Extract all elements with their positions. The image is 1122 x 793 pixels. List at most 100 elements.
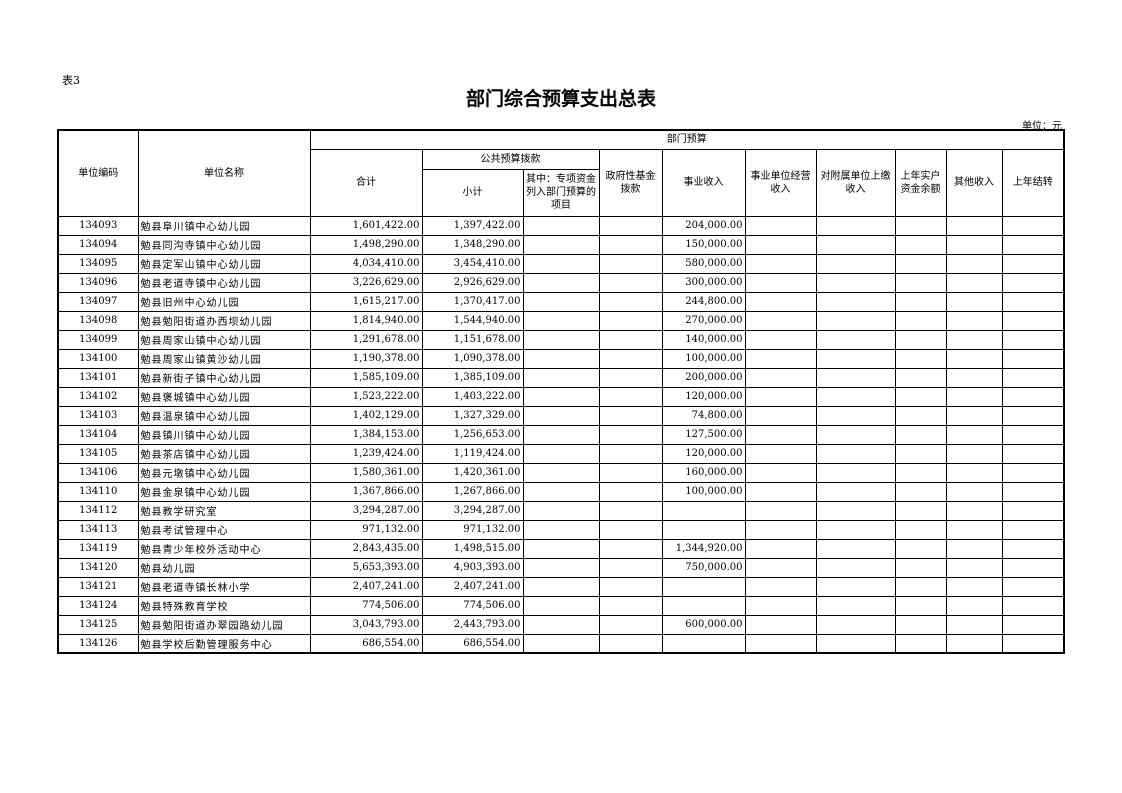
cell-empty bbox=[945, 386, 1003, 407]
cell-subtotal: 971,132.00 bbox=[421, 519, 524, 540]
cell-empty bbox=[894, 595, 947, 616]
cell-empty bbox=[598, 215, 663, 236]
cell-empty bbox=[744, 405, 817, 426]
cell-empty bbox=[522, 424, 600, 445]
cell-empty bbox=[744, 462, 817, 483]
cell-empty bbox=[945, 595, 1003, 616]
cell-empty bbox=[894, 272, 947, 293]
cell-empty bbox=[744, 481, 817, 502]
cell-empty bbox=[598, 234, 663, 255]
header-subsidiary-income: 对附属单位上缴收入 bbox=[815, 148, 896, 217]
cell-business-income: 580,000.00 bbox=[661, 253, 746, 274]
cell-subtotal: 1,267,866.00 bbox=[421, 481, 524, 502]
cell-code: 134121 bbox=[57, 576, 139, 597]
cell-empty bbox=[945, 405, 1003, 426]
cell-empty bbox=[945, 576, 1003, 597]
cell-total: 3,043,793.00 bbox=[309, 614, 423, 635]
cell-total: 1,523,222.00 bbox=[309, 386, 423, 407]
cell-empty bbox=[522, 614, 600, 635]
cell-empty bbox=[815, 519, 896, 540]
cell-total: 1,239,424.00 bbox=[309, 443, 423, 464]
table-row: 134106 勉县元墩镇中心幼儿园 1,580,361.00 1,420,361.00… bbox=[57, 462, 1065, 483]
cell-name: 勉县考试管理中心 bbox=[137, 519, 311, 540]
cell-name: 勉县勉阳街道办翠园路幼儿园 bbox=[137, 614, 311, 635]
cell-empty bbox=[744, 557, 817, 578]
cell-code: 134097 bbox=[57, 291, 139, 312]
cell-business-income: 100,000.00 bbox=[661, 481, 746, 502]
cell-subtotal: 686,554.00 bbox=[421, 633, 524, 654]
cell-empty bbox=[744, 424, 817, 445]
cell-empty bbox=[945, 519, 1003, 540]
cell-empty bbox=[894, 462, 947, 483]
cell-business-income: 150,000.00 bbox=[661, 234, 746, 255]
cell-empty bbox=[522, 595, 600, 616]
cell-empty bbox=[744, 310, 817, 331]
cell-empty bbox=[598, 443, 663, 464]
cell-empty bbox=[815, 215, 896, 236]
cell-name: 勉县镇川镇中心幼儿园 bbox=[137, 424, 311, 445]
cell-empty bbox=[894, 386, 947, 407]
cell-empty bbox=[815, 576, 896, 597]
cell-business-income: 120,000.00 bbox=[661, 443, 746, 464]
table-row: 134121 勉县老道寺镇长林小学 2,407,241.00 2,407,241.00 bbox=[57, 576, 1065, 597]
cell-empty bbox=[744, 272, 817, 293]
cell-name: 勉县老道寺镇中心幼儿园 bbox=[137, 272, 311, 293]
cell-business-income bbox=[661, 633, 746, 654]
cell-empty bbox=[1001, 272, 1065, 293]
cell-empty bbox=[815, 500, 896, 521]
cell-empty bbox=[1001, 443, 1065, 464]
header-total: 合计 bbox=[309, 148, 423, 217]
cell-empty bbox=[744, 386, 817, 407]
cell-empty bbox=[598, 595, 663, 616]
cell-empty bbox=[522, 234, 600, 255]
cell-total: 1,601,422.00 bbox=[309, 215, 423, 236]
cell-empty bbox=[945, 215, 1003, 236]
cell-total: 1,190,378.00 bbox=[309, 348, 423, 369]
cell-empty bbox=[815, 595, 896, 616]
cell-total: 1,580,361.00 bbox=[309, 462, 423, 483]
cell-empty bbox=[598, 538, 663, 559]
cell-code: 134105 bbox=[57, 443, 139, 464]
cell-total: 1,615,217.00 bbox=[309, 291, 423, 312]
cell-name: 勉县幼儿园 bbox=[137, 557, 311, 578]
cell-empty bbox=[598, 272, 663, 293]
cell-empty bbox=[1001, 234, 1065, 255]
cell-empty bbox=[744, 367, 817, 388]
cell-empty bbox=[598, 367, 663, 388]
cell-empty bbox=[744, 253, 817, 274]
cell-total: 1,814,940.00 bbox=[309, 310, 423, 331]
table-row: 134099 勉县周家山镇中心幼儿园 1,291,678.00 1,151,678.0… bbox=[57, 329, 1065, 350]
header-public-budget: 公共预算拨款 bbox=[421, 148, 600, 170]
cell-name: 勉县老道寺镇长林小学 bbox=[137, 576, 311, 597]
cell-empty bbox=[894, 576, 947, 597]
cell-empty bbox=[522, 329, 600, 350]
table-row: 134100 勉县周家山镇黄沙幼儿园 1,190,378.00 1,090,378.0… bbox=[57, 348, 1065, 369]
cell-name: 勉县茶店镇中心幼儿园 bbox=[137, 443, 311, 464]
cell-empty bbox=[894, 348, 947, 369]
cell-empty bbox=[1001, 462, 1065, 483]
cell-empty bbox=[1001, 215, 1065, 236]
cell-empty bbox=[744, 633, 817, 654]
cell-empty bbox=[744, 348, 817, 369]
cell-total: 3,294,287.00 bbox=[309, 500, 423, 521]
cell-empty bbox=[1001, 329, 1065, 350]
cell-code: 134098 bbox=[57, 310, 139, 331]
cell-empty bbox=[522, 310, 600, 331]
cell-subtotal: 1,151,678.00 bbox=[421, 329, 524, 350]
cell-code: 134112 bbox=[57, 500, 139, 521]
cell-empty bbox=[522, 272, 600, 293]
cell-empty bbox=[815, 234, 896, 255]
table-row: 134095 勉县定军山镇中心幼儿园 4,034,410.00 3,454,410.0… bbox=[57, 253, 1065, 274]
cell-empty bbox=[598, 253, 663, 274]
cell-empty bbox=[744, 291, 817, 312]
cell-empty bbox=[945, 253, 1003, 274]
header-subtotal: 小计 bbox=[421, 168, 524, 217]
cell-business-income: 300,000.00 bbox=[661, 272, 746, 293]
table-row: 134112 勉县教学研究室 3,294,287.00 3,294,287.00 bbox=[57, 500, 1065, 521]
header-gov-fund: 政府性基金拨款 bbox=[598, 148, 663, 217]
cell-name: 勉县褒城镇中心幼儿园 bbox=[137, 386, 311, 407]
cell-business-income: 600,000.00 bbox=[661, 614, 746, 635]
cell-empty bbox=[598, 348, 663, 369]
cell-code: 134120 bbox=[57, 557, 139, 578]
cell-empty bbox=[945, 633, 1003, 654]
